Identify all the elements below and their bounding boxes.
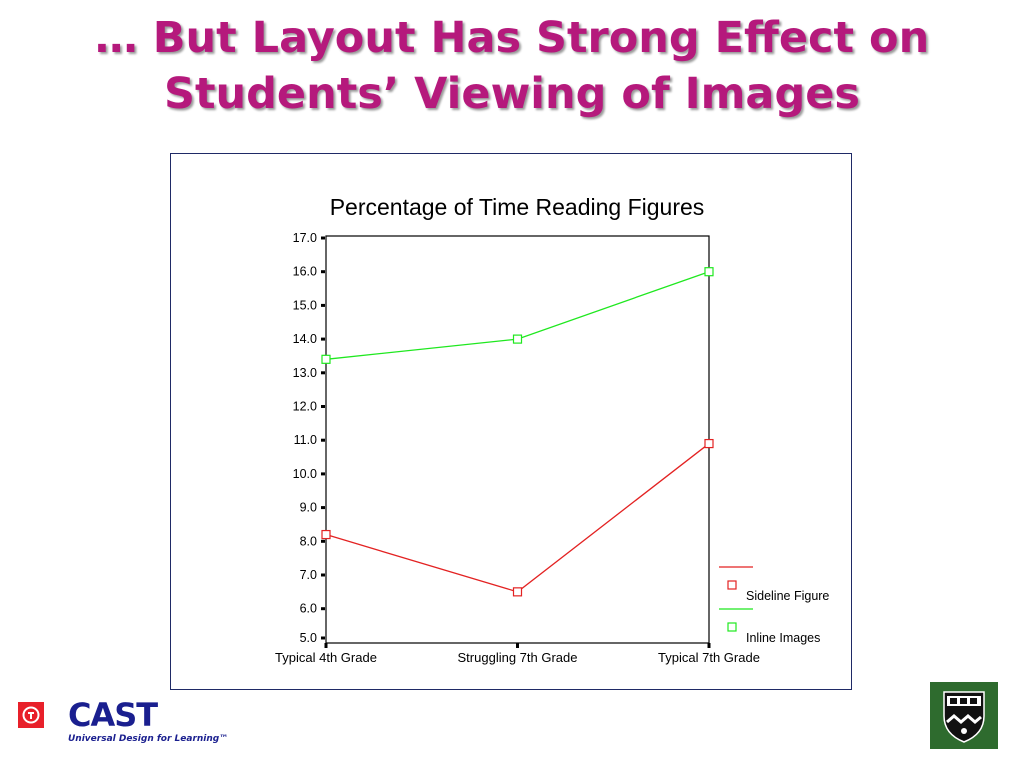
y-tick-label: 9.0 (300, 501, 317, 515)
y-tick-label: 10.0 (293, 467, 317, 481)
y-tick-mark (321, 573, 325, 577)
y-tick-label: 17.0 (293, 231, 317, 245)
y-tick-mark (321, 438, 325, 442)
y-tick-mark (321, 472, 325, 476)
data-point-marker (321, 354, 331, 364)
y-tick-label: 13.0 (293, 366, 317, 380)
data-point-marker (321, 529, 331, 540)
y-tick-mark (321, 405, 325, 408)
y-tick-mark (321, 371, 325, 375)
slide-title-line-2: Students’ Viewing of Images (164, 69, 860, 119)
y-tick-mark (321, 607, 325, 611)
y-tick-mark (321, 506, 325, 510)
slide-title: … But Layout Has Strong Effect on Studen… (0, 10, 1024, 122)
cast-logo-icon (18, 702, 44, 728)
x-tick-label: Typical 7th Grade (658, 650, 760, 665)
y-axis: 5.0 6.0 7.0 8.0 9.0 10.0 11.0 12.0 13.0 14.0 15.0 1… (293, 231, 325, 645)
university-shield-icon (930, 682, 998, 749)
y-tick-mark (321, 270, 325, 274)
data-point-marker (704, 438, 714, 449)
series-group (321, 267, 714, 597)
y-tick-label: 11.0 (294, 433, 317, 447)
series-line-inline-images (325, 271, 710, 360)
y-tick-mark (321, 337, 325, 341)
y-tick-mark (321, 636, 325, 640)
slide-title-line-1: … But Layout Has Strong Effect on (94, 13, 930, 63)
plot-area (325, 235, 710, 644)
legend-marker (727, 580, 737, 590)
legend-marker (727, 622, 737, 632)
x-tick-mark (516, 643, 519, 648)
y-tick-label: 8.0 (300, 534, 317, 548)
legend: Sideline Figure Inline Images (719, 566, 829, 645)
cast-tagline: Universal Design for Learning™ (68, 734, 229, 744)
line-chart: Percentage of Time Reading Figures 5.0 6.… (275, 194, 829, 665)
y-tick-label: 5.0 (300, 631, 317, 645)
y-tick-label: 15.0 (293, 298, 317, 312)
cast-wordmark: CAST (68, 696, 158, 734)
y-tick-label: 16.0 (293, 265, 317, 279)
y-tick-mark (321, 303, 325, 307)
y-tick-label: 14.0 (293, 332, 317, 346)
data-point-marker (512, 334, 523, 344)
y-tick-label: 7.0 (300, 568, 317, 582)
x-tick-label: Typical 4th Grade (275, 650, 377, 665)
chart-title: Percentage of Time Reading Figures (330, 194, 705, 220)
series-line-sideline-figure (325, 443, 710, 593)
chart-frame: Percentage of Time Reading Figures 5.0 6.… (170, 153, 852, 690)
legend-label: Inline Images (746, 631, 820, 645)
data-point-marker (704, 267, 714, 277)
y-tick-label: 6.0 (300, 602, 317, 616)
data-point-marker (512, 587, 523, 597)
legend-label: Sideline Figure (746, 589, 829, 603)
x-axis: Typical 4th Grade Struggling 7th Grade Typ… (275, 643, 760, 665)
y-tick-mark (321, 236, 325, 240)
x-tick-label: Struggling 7th Grade (458, 650, 578, 665)
y-tick-label: 12.0 (293, 400, 317, 414)
cast-logo: CAST Universal Design for Learning™ (18, 696, 238, 750)
x-tick-mark (324, 643, 328, 648)
x-tick-mark (707, 643, 711, 648)
y-tick-mark (321, 539, 325, 543)
